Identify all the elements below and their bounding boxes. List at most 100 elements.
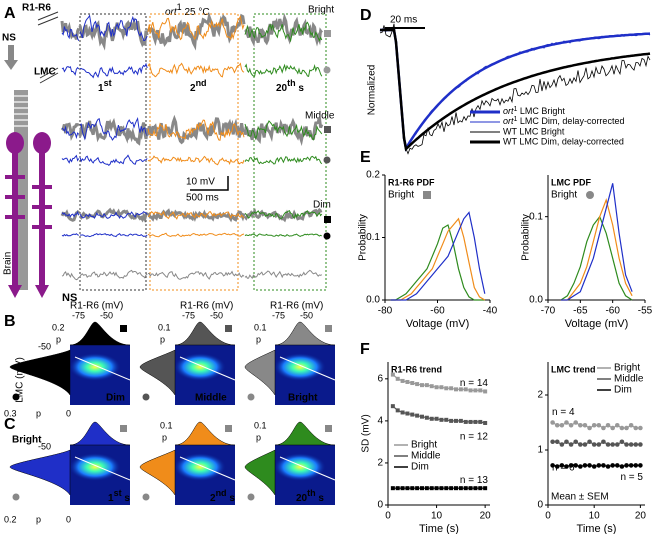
panel-label: D	[360, 7, 372, 24]
trace	[244, 155, 323, 165]
trace	[380, 28, 651, 152]
annotation: n = 6	[552, 462, 575, 473]
joint-distributions	[9, 321, 336, 505]
symbol	[120, 325, 127, 332]
point	[449, 418, 454, 423]
symbol	[12, 493, 20, 501]
plot-name: 2nd s	[210, 488, 235, 503]
point	[429, 384, 434, 389]
label: 1st	[98, 78, 112, 93]
point	[454, 418, 458, 423]
label: Bright	[308, 5, 334, 16]
text: 1	[177, 2, 182, 12]
symbols	[323, 30, 331, 240]
point	[429, 416, 434, 421]
point	[596, 442, 602, 447]
y-axis-label: Probability	[358, 214, 369, 261]
annotation: n = 12	[460, 432, 489, 443]
point	[458, 486, 463, 491]
series-line	[390, 217, 486, 301]
fit-line	[74, 456, 131, 481]
y-tick-label: 4	[377, 416, 383, 427]
point	[463, 387, 468, 392]
trace	[244, 233, 323, 237]
fit-line	[179, 456, 236, 481]
point	[405, 411, 410, 416]
series-line	[390, 224, 485, 301]
point	[400, 378, 405, 383]
heatmap-blob	[274, 453, 326, 481]
point	[564, 420, 569, 425]
point	[420, 414, 424, 419]
text: th	[287, 78, 296, 88]
point	[564, 464, 569, 469]
annotation: n = 5	[620, 472, 643, 483]
fit-line	[279, 356, 336, 381]
legend-entry: WT LMC Bright	[503, 126, 565, 136]
trace	[146, 11, 246, 51]
point	[395, 376, 400, 381]
series-line	[560, 198, 633, 301]
axis-label: LMC (mV)	[15, 357, 26, 403]
point	[610, 425, 615, 431]
point	[601, 425, 606, 431]
point	[449, 486, 454, 491]
x-tick-label: 20	[635, 511, 647, 522]
text: ort	[165, 7, 178, 18]
point	[400, 410, 405, 415]
plot-name: 20th s	[296, 488, 324, 503]
marginal	[9, 349, 71, 396]
point	[420, 486, 424, 491]
legend-entry: Bright	[411, 440, 437, 451]
x-tick-label: -70	[541, 306, 556, 317]
point	[633, 463, 639, 468]
traces	[60, 11, 324, 281]
legend-entry: Dim	[614, 385, 632, 396]
trace	[244, 120, 323, 141]
label: NS	[2, 33, 16, 44]
marginal	[174, 421, 236, 446]
y-tick-label: 0.0	[366, 295, 380, 306]
trace	[147, 15, 245, 41]
x-axis-label: Voltage (mV)	[406, 318, 470, 330]
heatmap-blob	[174, 453, 226, 481]
dashed-boxes	[79, 13, 327, 291]
point	[439, 486, 444, 491]
trace	[61, 26, 80, 42]
text: st	[114, 488, 122, 498]
axis-label: Normalized	[367, 65, 378, 116]
y-tick-label: 6	[377, 373, 383, 384]
tick-label: -50	[100, 310, 113, 320]
point	[473, 486, 478, 491]
point	[478, 419, 483, 424]
point	[434, 416, 439, 421]
text: s	[122, 493, 131, 504]
point	[463, 419, 468, 424]
trace	[147, 155, 245, 166]
marginal	[69, 421, 131, 446]
x-tick-label: -80	[378, 306, 393, 317]
x-tick-label: -60	[430, 306, 445, 317]
point	[410, 412, 415, 417]
label: Brain	[3, 252, 14, 275]
label: NS	[62, 292, 77, 304]
point	[610, 442, 615, 447]
scale-label: 500 ms	[186, 193, 219, 204]
x-tick-label: 20	[480, 511, 492, 522]
point	[449, 386, 454, 391]
x-tick-label: -55	[638, 306, 653, 317]
text: s	[296, 83, 305, 94]
axis-label: R1-R6 (mV)	[270, 301, 323, 312]
point	[610, 463, 615, 468]
tick-label: p	[160, 334, 165, 344]
point	[601, 463, 606, 468]
tick-label: -50	[38, 441, 51, 451]
tick-label: p	[162, 432, 167, 442]
trace	[79, 62, 148, 79]
point	[468, 419, 473, 424]
panel-label: A	[4, 5, 16, 22]
chart-title: LMC trend	[551, 364, 596, 374]
tick-label: 0	[66, 514, 71, 524]
marginal	[274, 421, 336, 446]
point	[638, 425, 643, 431]
